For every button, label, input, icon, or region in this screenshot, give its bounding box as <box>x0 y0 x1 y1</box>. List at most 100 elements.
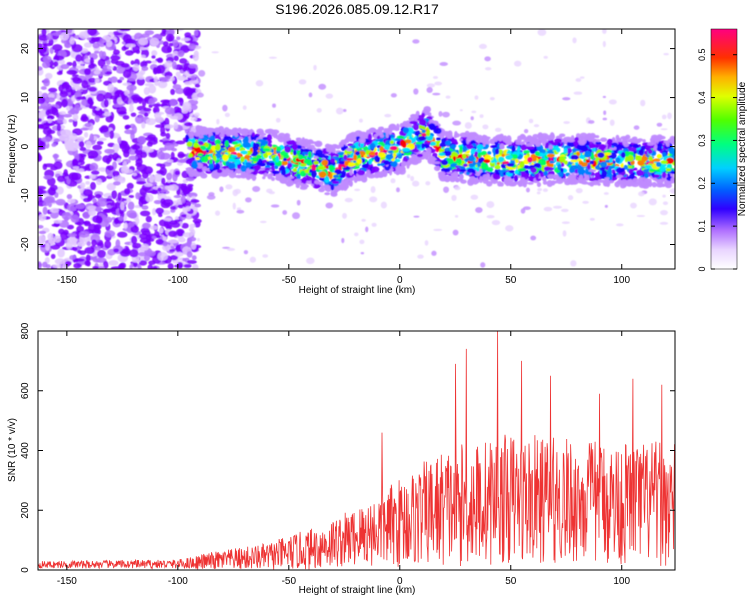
heatmap-noise-cell <box>171 39 179 48</box>
heatmap-halo-cell <box>298 79 307 85</box>
heatmap-noise-cell <box>106 39 113 48</box>
heatmap-noise-cell <box>71 77 81 82</box>
heatmap-band-cell <box>353 178 358 183</box>
heatmap-noise-cell <box>144 182 153 187</box>
heatmap-band-cell <box>584 150 592 158</box>
heatmap-band-cell <box>450 172 459 179</box>
heatmap-band-cell <box>388 126 397 131</box>
heatmap-halo-cell <box>354 188 361 192</box>
heatmap-halo-cell <box>482 124 489 130</box>
heatmap-band-cell <box>571 148 578 152</box>
heatmap-halo-cell <box>537 188 543 192</box>
heatmap-noise-cell <box>72 60 77 69</box>
heatmap-band-cell <box>483 159 491 163</box>
heatmap-noise-cell <box>141 65 149 72</box>
heatmap-noise-cell <box>157 251 168 261</box>
heatmap-band-cell <box>555 178 564 185</box>
heatmap-halo-cell <box>563 121 571 124</box>
heatmap-noise-cell <box>103 92 113 101</box>
heatmap-halo-cell <box>470 194 479 200</box>
heatmap-halo-cell <box>282 210 288 215</box>
heatmap-noise-cell <box>138 37 149 46</box>
heatmap-band-cell <box>604 177 610 180</box>
heatmap-halo-cell <box>196 92 204 98</box>
heatmap-noise-cell <box>64 137 70 144</box>
heatmap-band-cell <box>651 181 657 188</box>
heatmap-band-cell <box>368 158 373 165</box>
heatmap-band-cell <box>369 142 376 150</box>
heatmap-band-cell <box>280 160 289 166</box>
heatmap-noise-cell <box>71 172 82 181</box>
heatmap-noise-cell <box>44 257 50 264</box>
heatmap-noise-cell <box>38 213 47 222</box>
heatmap-noise-cell <box>181 222 189 229</box>
heatmap-noise-cell <box>118 111 127 115</box>
heatmap-noise-cell <box>153 76 159 83</box>
heatmap-band-cell <box>554 138 562 143</box>
heatmap-noise-cell <box>83 68 92 76</box>
heatmap-noise-cell <box>185 177 195 182</box>
heatmap-noise-cell <box>169 248 176 253</box>
heatmap-noise-cell <box>38 196 43 203</box>
heatmap-band-cell <box>439 142 447 148</box>
heatmap-band-cell <box>284 146 292 153</box>
heatmap-band-cell <box>644 172 649 179</box>
heatmap-band-cell <box>479 176 483 184</box>
heatmap-noise-cell <box>84 58 92 63</box>
heatmap-noise-cell <box>127 201 135 210</box>
heatmap-band-cell <box>438 152 446 157</box>
heatmap-band-cell <box>195 157 200 160</box>
heatmap-band-cell <box>638 182 647 189</box>
heatmap-noise-cell <box>186 239 193 248</box>
heatmap-halo-cell <box>667 112 672 120</box>
heatmap-band-cell <box>344 160 349 167</box>
heatmap-noise-cell <box>99 167 106 172</box>
heatmap-band-cell <box>665 168 672 172</box>
heatmap-halo-cell <box>609 119 615 126</box>
heatmap-band-cell <box>444 175 452 182</box>
heatmap-noise-cell <box>43 43 48 52</box>
heatmap-halo-cell <box>484 67 492 71</box>
heatmap-band-cell <box>213 155 217 162</box>
heatmap-band-cell <box>350 145 356 149</box>
heatmap-band-cell <box>546 134 553 141</box>
heatmap-band-cell <box>632 143 639 149</box>
heatmap-band-cell <box>647 183 653 187</box>
heatmap-halo-cell <box>572 37 577 44</box>
heatmap-band-cell <box>257 170 266 175</box>
heatmap-halo-cell <box>370 186 376 194</box>
heatmap-noise-cell <box>125 43 136 48</box>
heatmap-noise-cell <box>43 122 53 126</box>
heatmap-noise-cell <box>124 50 134 56</box>
heatmap-noise-cell <box>190 242 197 250</box>
heatmap-band-cell <box>465 144 474 150</box>
heatmap-band-cell <box>296 141 303 145</box>
heatmap-band-cell <box>479 139 487 143</box>
heatmap-noise-cell <box>161 45 172 54</box>
heatmap-band-cell <box>670 176 675 184</box>
heatmap-band-cell <box>286 140 295 144</box>
heatmap-noise-cell <box>49 207 59 213</box>
heatmap-noise-cell <box>120 201 125 211</box>
heatmap-noise-cell <box>59 32 70 41</box>
heatmap-noise-cell <box>186 259 197 265</box>
heatmap-band-cell <box>650 138 658 145</box>
heatmap-band-cell <box>546 153 555 158</box>
heatmap-band-cell <box>523 154 529 160</box>
heatmap-band-cell <box>528 176 533 180</box>
heatmap-band-cell <box>649 168 657 172</box>
snr-xtick-label: 50 <box>505 576 517 587</box>
heatmap-noise-cell <box>43 163 55 168</box>
heatmap-halo-cell <box>575 188 583 194</box>
heatmap-band-cell <box>480 163 489 170</box>
heatmap-band-cell <box>438 131 445 139</box>
heatmap-noise-cell <box>94 246 101 251</box>
heatmap-noise-cell <box>73 262 82 269</box>
heatmap-noise-cell <box>60 64 70 70</box>
heatmap-noise-cell <box>66 193 73 200</box>
heatmap-band-cell <box>196 132 202 136</box>
heatmap-band-cell <box>421 129 426 134</box>
heatmap-noise-cell <box>112 134 120 139</box>
heatmap-band-cell <box>648 156 653 161</box>
heatmap-noise-cell <box>139 243 150 251</box>
